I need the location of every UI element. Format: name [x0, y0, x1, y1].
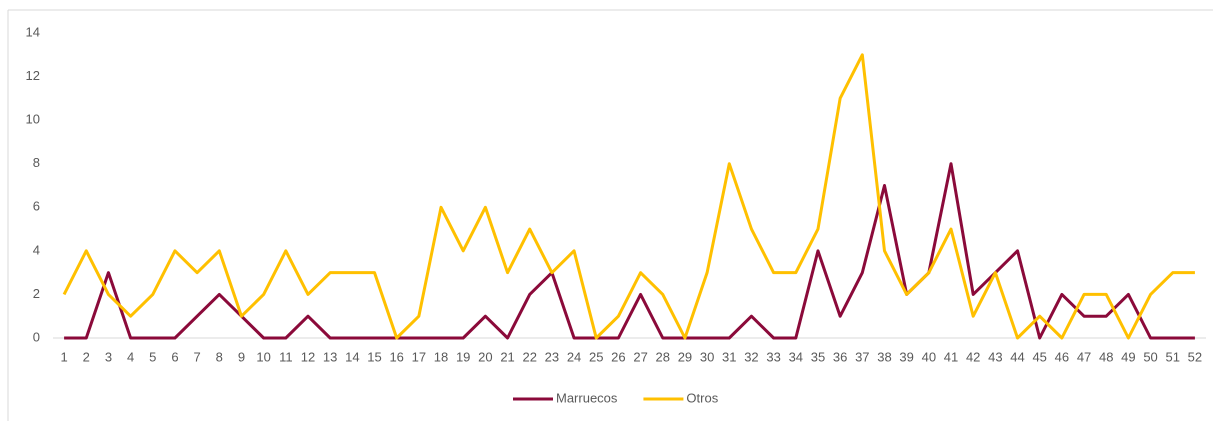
- x-tick-label: 45: [1032, 349, 1046, 364]
- x-tick-label: 23: [545, 349, 559, 364]
- x-tick-label: 36: [833, 349, 847, 364]
- x-tick-label: 7: [194, 349, 201, 364]
- x-tick-label: 17: [412, 349, 426, 364]
- y-tick-label: 2: [33, 286, 40, 301]
- legend-label: Marruecos: [556, 390, 618, 405]
- series-line: [62, 53, 1195, 340]
- x-tick-label: 5: [149, 349, 156, 364]
- x-tick-label: 40: [922, 349, 936, 364]
- y-tick-label: 6: [33, 199, 40, 214]
- x-tick-label: 19: [456, 349, 470, 364]
- x-tick-label: 33: [766, 349, 780, 364]
- x-tick-label: 50: [1143, 349, 1157, 364]
- y-tick-label: 14: [26, 24, 40, 39]
- x-tick-label: 48: [1099, 349, 1113, 364]
- x-tick-label: 39: [899, 349, 913, 364]
- x-tick-label: 28: [656, 349, 670, 364]
- y-tick-label: 4: [33, 242, 40, 257]
- x-tick-label: 22: [522, 349, 536, 364]
- x-tick-label: 37: [855, 349, 869, 364]
- y-tick-label: 0: [33, 329, 40, 344]
- x-tick-label: 41: [944, 349, 958, 364]
- x-tick-label: 46: [1055, 349, 1069, 364]
- x-tick-label: 43: [988, 349, 1002, 364]
- x-tick-label: 6: [171, 349, 178, 364]
- x-tick-label: 15: [367, 349, 381, 364]
- x-tick-label: 2: [83, 349, 90, 364]
- x-tick-label: 16: [389, 349, 403, 364]
- x-tick-label: 26: [611, 349, 625, 364]
- x-tick-label: 47: [1077, 349, 1091, 364]
- x-tick-label: 32: [744, 349, 758, 364]
- x-tick-label: 27: [633, 349, 647, 364]
- x-tick-label: 44: [1010, 349, 1024, 364]
- x-tick-label: 4: [127, 349, 134, 364]
- y-tick-label: 12: [26, 68, 40, 83]
- x-tick-label: 42: [966, 349, 980, 364]
- x-tick-label: 8: [216, 349, 223, 364]
- x-tick-label: 25: [589, 349, 603, 364]
- x-tick-label: 11: [279, 349, 293, 364]
- series-line: [64, 162, 1195, 340]
- x-tick-label: 31: [722, 349, 736, 364]
- x-tick-label: 35: [811, 349, 825, 364]
- x-tick-label: 51: [1166, 349, 1180, 364]
- x-tick-label: 14: [345, 349, 359, 364]
- x-tick-label: 24: [567, 349, 581, 364]
- y-tick-label: 8: [33, 155, 40, 170]
- x-tick-label: 20: [478, 349, 492, 364]
- x-tick-label: 38: [877, 349, 891, 364]
- x-tick-label: 9: [238, 349, 245, 364]
- y-tick-label: 10: [26, 112, 40, 127]
- x-tick-label: 10: [256, 349, 270, 364]
- x-tick-label: 29: [678, 349, 692, 364]
- legend-label: Otros: [686, 390, 718, 405]
- x-tick-label: 13: [323, 349, 337, 364]
- x-tick-label: 12: [301, 349, 315, 364]
- x-tick-label: 3: [105, 349, 112, 364]
- x-tick-label: 1: [60, 349, 67, 364]
- x-tick-label: 21: [500, 349, 514, 364]
- x-tick-label: 30: [700, 349, 714, 364]
- x-tick-label: 34: [789, 349, 803, 364]
- x-tick-label: 52: [1188, 349, 1202, 364]
- x-tick-label: 49: [1121, 349, 1135, 364]
- x-tick-label: 18: [434, 349, 448, 364]
